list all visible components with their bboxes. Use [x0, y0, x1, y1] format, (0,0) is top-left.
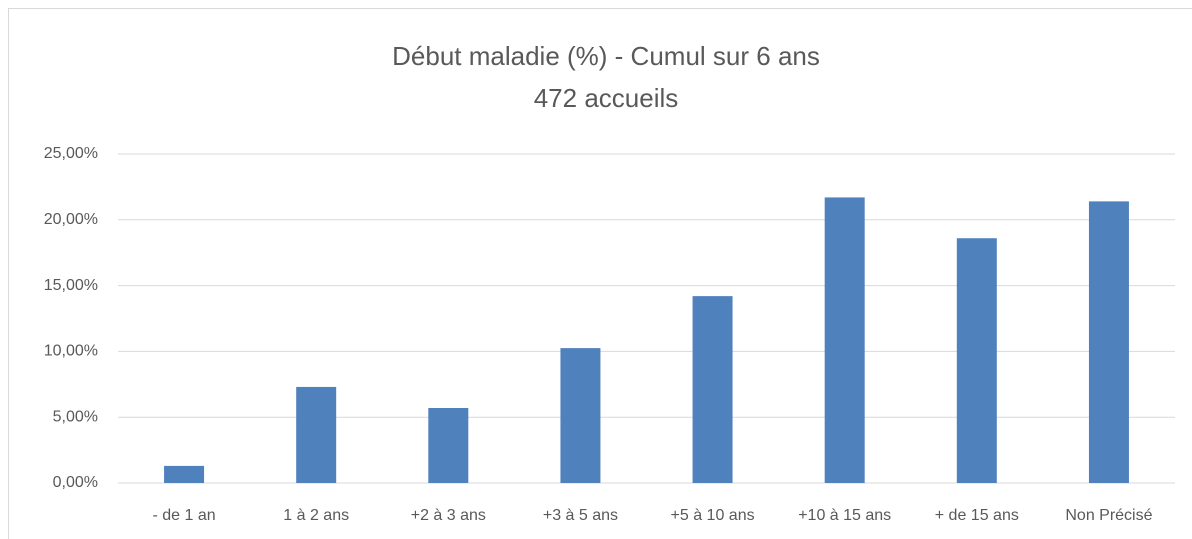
x-tick-label: 1 à 2 ans: [283, 507, 349, 524]
bar: [956, 238, 997, 483]
x-tick-label: +2 à 3 ans: [411, 507, 486, 524]
chart-frame: [8, 8, 1192, 539]
x-tick-label: Non Précisé: [1065, 507, 1152, 524]
bar: [1088, 201, 1129, 483]
x-tick-label: +3 à 5 ans: [543, 507, 618, 524]
x-tick-label: +5 à 10 ans: [671, 507, 755, 524]
bar: [296, 386, 337, 483]
chart-title: Début maladie (%) - Cumul sur 6 ans: [392, 41, 820, 71]
x-tick-label: - de 1 an: [152, 507, 215, 524]
y-tick-label: 0,00%: [53, 474, 98, 491]
bar: [824, 197, 865, 484]
y-tick-label: 25,00%: [44, 145, 98, 162]
chart-subtitle: 472 accueils: [534, 83, 679, 113]
y-tick-label: 5,00%: [53, 408, 98, 425]
bar: [560, 348, 601, 483]
bar: [428, 407, 469, 483]
y-tick-label: 20,00%: [44, 211, 98, 228]
bar: [164, 465, 205, 483]
bar: [692, 296, 733, 483]
y-tick-label: 15,00%: [44, 277, 98, 294]
x-tick-label: + de 15 ans: [935, 507, 1019, 524]
x-tick-label: +10 à 15 ans: [798, 507, 891, 524]
y-tick-label: 10,00%: [44, 343, 98, 360]
